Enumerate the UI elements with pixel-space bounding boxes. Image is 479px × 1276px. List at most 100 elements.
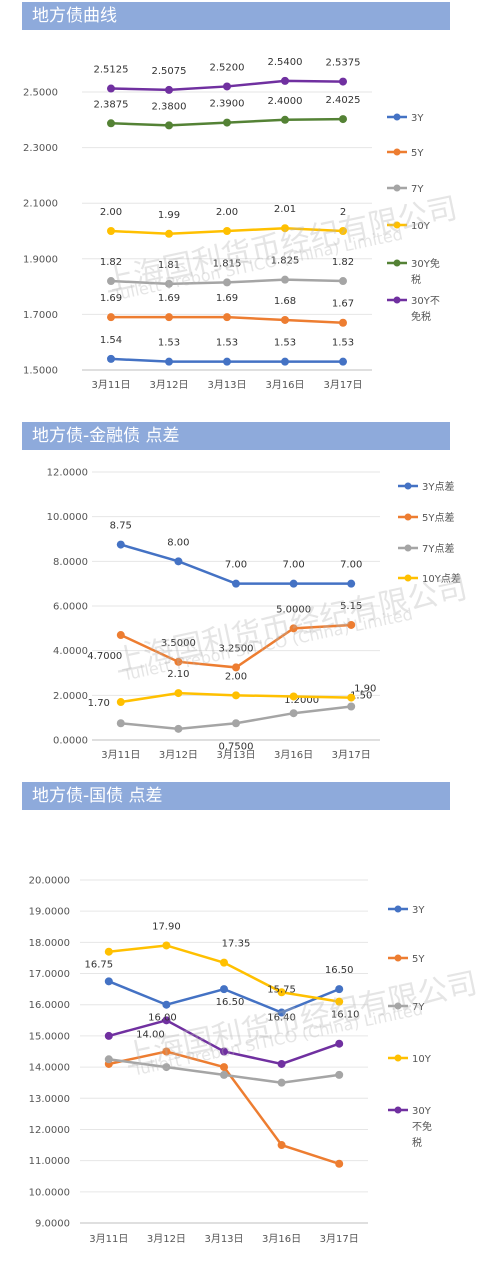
y-tick-label: 12.0000 xyxy=(29,1125,70,1136)
data-label: 1.82 xyxy=(100,257,122,268)
data-label: 1.53 xyxy=(216,338,238,349)
data-point xyxy=(162,1063,171,1072)
data-point xyxy=(277,1141,286,1150)
data-point xyxy=(107,354,115,363)
legend-swatch-marker xyxy=(404,482,412,490)
data-point xyxy=(232,663,240,672)
data-label: 16.10 xyxy=(331,1010,360,1021)
data-point xyxy=(339,277,347,286)
x-tick-label: 3月13日 xyxy=(204,1233,243,1245)
data-label: 2.4025 xyxy=(326,95,361,106)
y-tick-label: 13.0000 xyxy=(29,1094,70,1105)
data-point xyxy=(220,985,228,994)
data-label: 7.00 xyxy=(282,560,304,571)
data-point xyxy=(174,724,183,733)
data-label: 2.5375 xyxy=(326,58,361,69)
data-point xyxy=(281,275,289,284)
y-tick-label: 10.0000 xyxy=(29,1187,70,1198)
chart-3-treasury-spread: 9.0000 10.0000 11.0000 12.0000 13.0000 14.000… xyxy=(29,876,432,1246)
data-point xyxy=(281,315,289,324)
data-point xyxy=(281,224,289,233)
chart-2-financial-spread: 0.0000 2.0000 4.0000 6.0000 8.0000 10.0000 12.… xyxy=(47,468,461,762)
data-point xyxy=(281,115,289,124)
data-point xyxy=(162,1000,171,1009)
data-label: 2.5075 xyxy=(152,66,187,77)
data-label: 0.7500 xyxy=(219,741,254,752)
data-label: 2.5400 xyxy=(268,57,303,68)
legend-label: 3Y xyxy=(412,905,425,916)
data-point xyxy=(165,279,173,288)
legend-swatch-marker xyxy=(393,148,401,156)
data-label: 2.01 xyxy=(274,204,296,215)
data-label: 1.2000 xyxy=(284,695,319,706)
x-tick-label: 3月16日 xyxy=(274,749,313,761)
data-point xyxy=(289,709,298,718)
data-point xyxy=(162,941,171,950)
chart-3-title: 地方债-国债 点差 xyxy=(22,782,450,810)
data-label: 1.54 xyxy=(100,335,122,346)
legend-swatch-marker xyxy=(393,296,401,304)
data-label: 2 xyxy=(340,207,346,218)
data-label: 1.90 xyxy=(354,684,376,695)
data-point xyxy=(339,357,347,366)
data-label: 2.00 xyxy=(216,207,238,218)
x-tick-label: 3月16日 xyxy=(265,379,304,391)
y-tick-label: 10.0000 xyxy=(47,512,88,523)
legend-label: 5Y xyxy=(411,148,424,159)
data-label: 2.00 xyxy=(100,207,122,218)
data-label: 1.815 xyxy=(213,258,242,269)
data-label: 5.0000 xyxy=(276,604,311,615)
legend-swatch-marker xyxy=(394,1106,402,1114)
chart-1-title: 地方债曲线 xyxy=(22,2,450,30)
data-point xyxy=(162,1047,171,1056)
data-point xyxy=(162,1016,171,1025)
chart-section-3: 地方债-国债 点差 9.0000 10.0000 11.0000 12.0000 13.… xyxy=(0,780,479,1276)
data-point xyxy=(165,357,173,366)
data-label: 3.2500 xyxy=(219,643,254,654)
data-point xyxy=(104,1055,113,1064)
data-point xyxy=(165,85,173,94)
data-label: 2.00 xyxy=(225,671,247,682)
legend-label: 30Y不 xyxy=(411,296,440,307)
data-label: 7.00 xyxy=(225,560,247,571)
data-label: 1.82 xyxy=(332,257,354,268)
legend-label: 3Y点差 xyxy=(422,480,454,493)
data-label: 17.35 xyxy=(222,939,251,950)
x-tick-label: 3月17日 xyxy=(332,749,371,761)
data-label: 2.3800 xyxy=(152,101,187,112)
data-label: 1.825 xyxy=(271,256,300,267)
data-label: 1.68 xyxy=(274,296,296,307)
y-tick-label: 15.0000 xyxy=(29,1031,70,1042)
y-tick-label: 2.0000 xyxy=(53,691,88,702)
data-point xyxy=(339,318,347,327)
data-point xyxy=(220,958,228,967)
data-label: 2.10 xyxy=(167,669,189,680)
data-point xyxy=(223,357,231,366)
data-point xyxy=(107,277,115,286)
chart-section-2: 地方债-金融债 点差 0.0000 2.0000 4.0000 6.0000 8.000… xyxy=(0,400,479,780)
data-label: 17.90 xyxy=(152,921,181,932)
data-label: 1.53 xyxy=(158,338,180,349)
y-tick-label: 2.5000 xyxy=(23,88,58,99)
data-point xyxy=(104,947,113,956)
legend-label: 5Y xyxy=(412,954,425,965)
data-point xyxy=(223,118,231,127)
data-label: 16.40 xyxy=(267,1013,296,1024)
data-point xyxy=(277,1059,286,1068)
data-point xyxy=(339,77,347,86)
chart-section-1: 地方债曲线 1.5000 1.7000 1.9000 2.1000 2.3000 2.50… xyxy=(0,0,479,400)
data-label: 1.69 xyxy=(100,293,122,304)
y-tick-label: 2.3000 xyxy=(23,143,58,154)
legend-swatch-marker xyxy=(393,259,401,267)
chart-2-title: 地方债-金融债 点差 xyxy=(22,422,450,450)
x-tick-label: 3月11日 xyxy=(89,1233,128,1245)
data-point xyxy=(335,1039,344,1048)
data-point xyxy=(347,620,356,629)
data-label: 1.69 xyxy=(158,293,180,304)
legend-label: 税 xyxy=(411,273,421,286)
data-point xyxy=(289,624,298,633)
data-point xyxy=(339,227,347,235)
legend-label: 7Y点差 xyxy=(422,542,454,555)
y-tick-label: 18.0000 xyxy=(29,938,70,949)
legend-swatch-marker xyxy=(394,954,402,962)
